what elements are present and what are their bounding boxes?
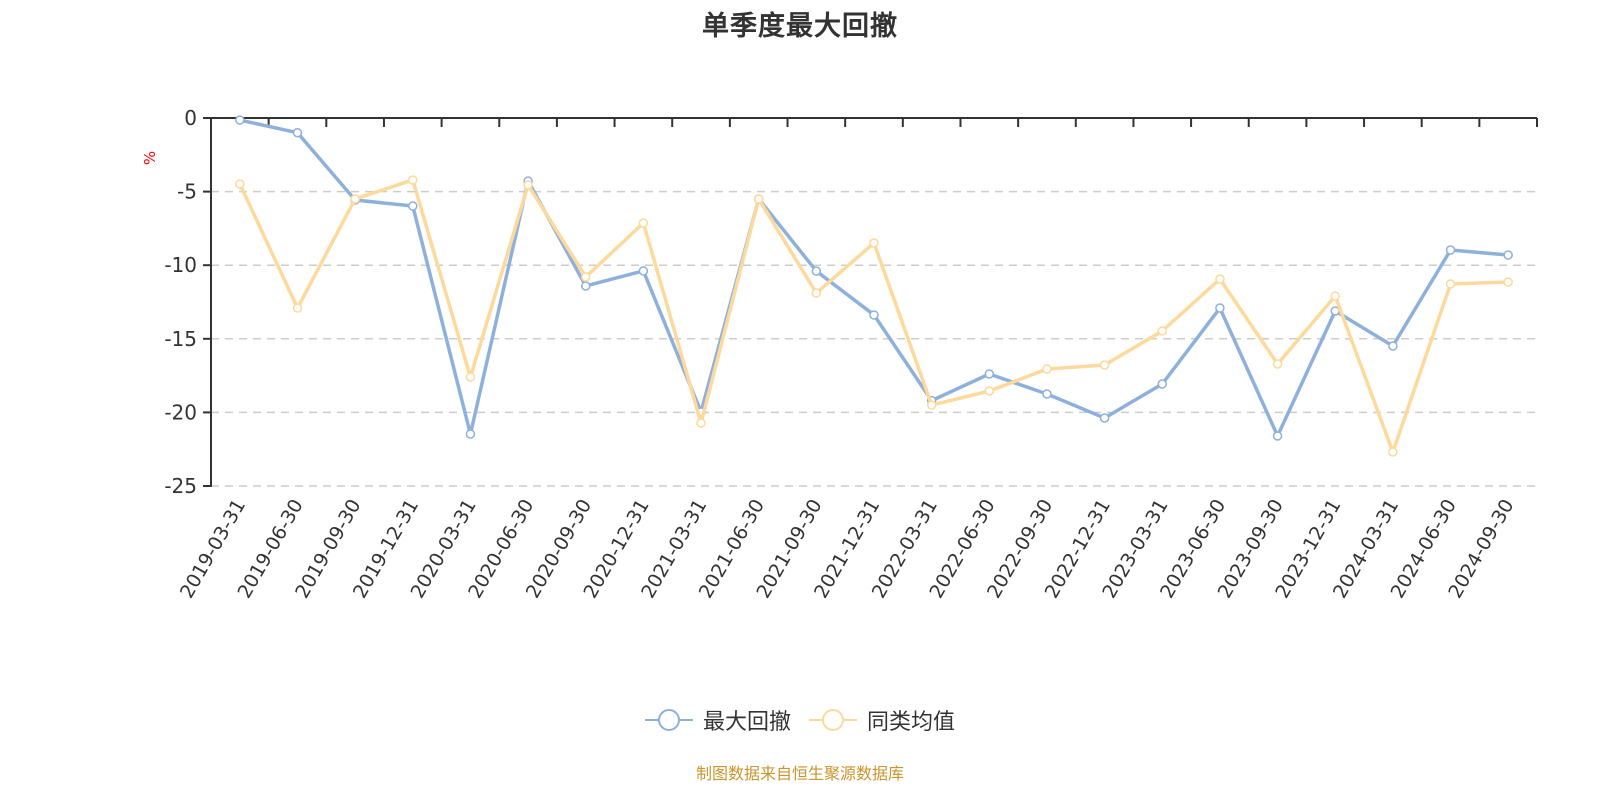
data-point[interactable] <box>1388 341 1398 351</box>
y-tick-label: -10 <box>164 253 197 277</box>
series-peer-average <box>235 175 1513 457</box>
data-point[interactable] <box>984 369 995 379</box>
y-axis-unit-label: % <box>141 151 159 165</box>
grid-lines <box>211 190 1537 487</box>
data-point[interactable] <box>465 429 476 439</box>
data-point[interactable] <box>1503 277 1513 287</box>
data-point[interactable] <box>1445 279 1456 289</box>
data-point[interactable] <box>1388 447 1398 457</box>
data-point[interactable] <box>1042 389 1052 399</box>
y-tick-label: -5 <box>177 180 197 204</box>
data-point[interactable] <box>465 372 476 382</box>
y-tick-label: -15 <box>164 327 197 351</box>
data-point[interactable] <box>580 281 591 291</box>
data-point[interactable] <box>1215 303 1225 313</box>
data-point[interactable] <box>1272 359 1283 369</box>
data-point[interactable] <box>638 266 649 276</box>
data-point[interactable] <box>869 238 879 248</box>
source-note: 制图数据来自恒生聚源数据库 <box>695 764 904 783</box>
data-point[interactable] <box>1272 431 1283 441</box>
line-circle-icon <box>809 709 857 731</box>
data-point[interactable] <box>350 194 360 204</box>
data-point[interactable] <box>1503 250 1513 260</box>
y-axis: 0 -5 -10 -15 -20 -25 <box>164 106 212 498</box>
data-point[interactable] <box>753 194 764 204</box>
data-point[interactable] <box>638 218 649 228</box>
line-circle-icon <box>644 709 693 731</box>
chart-title: 单季度最大回撤 <box>702 11 898 42</box>
data-point[interactable] <box>292 303 303 313</box>
y-tick-label: -25 <box>164 474 197 498</box>
data-point[interactable] <box>235 115 245 125</box>
legend-item-peer-average[interactable]: 同类均值 <box>809 704 955 736</box>
data-point[interactable] <box>1157 379 1168 389</box>
y-tick-label: 0 <box>184 106 197 130</box>
data-point[interactable] <box>811 288 822 298</box>
data-point[interactable] <box>408 201 418 211</box>
data-point[interactable] <box>696 418 706 428</box>
data-point[interactable] <box>1042 364 1052 374</box>
legend-label: 同类均值 <box>867 710 956 735</box>
data-point[interactable] <box>926 400 937 410</box>
data-point[interactable] <box>1157 326 1168 336</box>
y-tick-label: -20 <box>164 400 197 424</box>
series-lines <box>235 115 1513 457</box>
data-point[interactable] <box>235 179 245 189</box>
data-point[interactable] <box>1215 274 1225 284</box>
data-point[interactable] <box>1099 360 1110 370</box>
data-point[interactable] <box>523 180 533 190</box>
legend: 最大回撤 同类均值 <box>0 704 1600 736</box>
line-chart: 0-5-10-15-20-25 2019-03-312019-06-302019… <box>141 106 1538 602</box>
data-point[interactable] <box>292 127 303 138</box>
legend-item-max-drawdown[interactable]: 最大回撤 <box>644 704 791 736</box>
data-point[interactable] <box>1330 291 1340 301</box>
data-point[interactable] <box>1099 413 1110 423</box>
data-point[interactable] <box>1445 245 1456 255</box>
series-max-drawdown <box>235 115 1513 441</box>
data-point[interactable] <box>408 175 418 185</box>
legend-label: 最大回撤 <box>702 710 791 735</box>
data-point[interactable] <box>811 266 822 276</box>
data-point[interactable] <box>984 386 995 396</box>
data-point[interactable] <box>869 310 879 320</box>
data-point[interactable] <box>580 272 591 282</box>
